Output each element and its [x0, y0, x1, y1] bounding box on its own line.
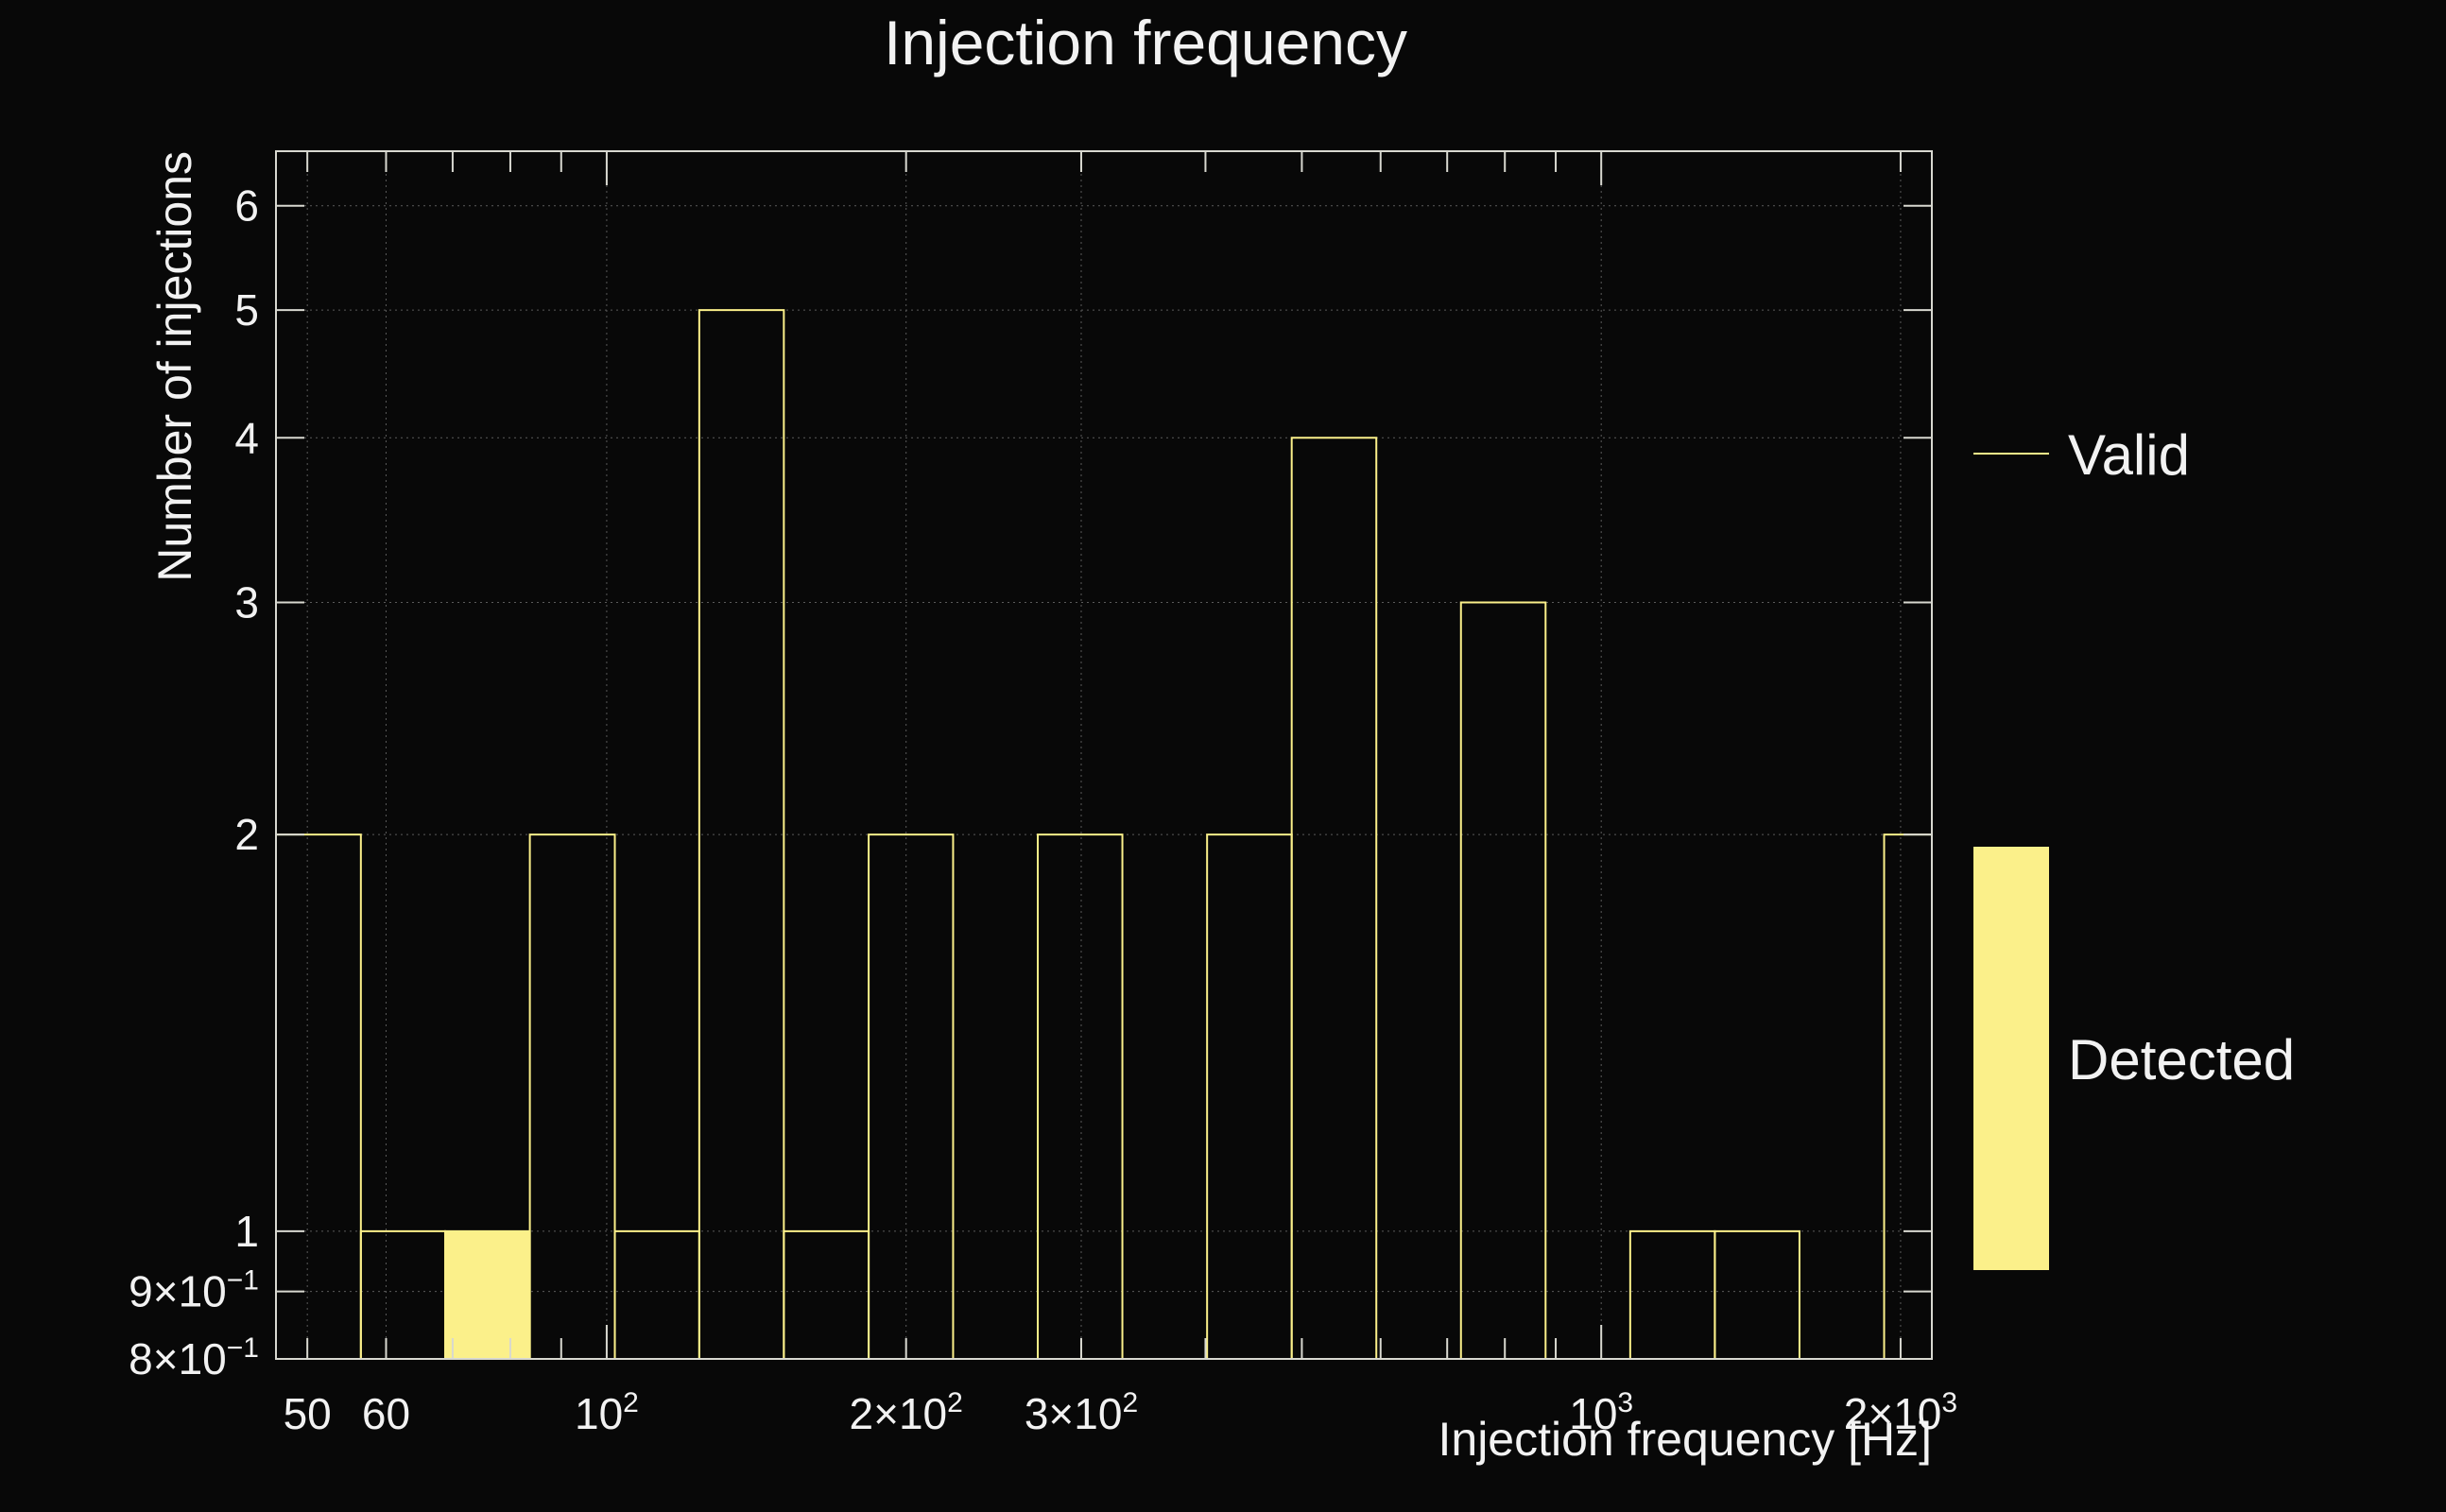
y-tick-label: 2	[234, 810, 259, 859]
detected-bin	[445, 1230, 530, 1359]
x-tick-label: 2×103	[1844, 1387, 1957, 1438]
y-tick-label: 6	[234, 181, 259, 231]
valid-bin	[1459, 601, 1547, 1359]
valid-bin	[1714, 1229, 1800, 1359]
y-tick-label: 3	[234, 578, 259, 627]
legend-detected-label: Detected	[2068, 1028, 2295, 1091]
y-tick-labels: 8×10−1 9×10−1 1 2 3 4 5 6	[129, 181, 259, 1383]
x-tick-label: 50	[284, 1389, 332, 1438]
chart-title: Injection frequency	[884, 8, 1407, 77]
legend-detected-swatch	[1973, 847, 2049, 1270]
y-tick-label: 8×10−1	[129, 1332, 259, 1383]
histogram-bins	[275, 309, 1933, 1359]
x-tick-labels: 50 60 102 2×102 3×102 103 2×103	[284, 1387, 1958, 1438]
x-tick-label: 102	[575, 1387, 639, 1438]
y-tick-label: 1	[234, 1207, 259, 1256]
valid-bin	[1290, 437, 1378, 1359]
legend: Valid Detected	[1973, 423, 2295, 1270]
x-tick-label: 60	[362, 1389, 410, 1438]
legend-valid-label: Valid	[2068, 423, 2190, 487]
x-axis-label: Injection frequency [Hz]	[1438, 1413, 1933, 1466]
valid-bin	[528, 833, 616, 1359]
y-axis-label: Number of injections	[148, 151, 201, 582]
axis-ticks	[276, 151, 1932, 1360]
y-tick-label: 9×10−1	[129, 1265, 259, 1316]
y-tick-label: 5	[234, 285, 259, 335]
valid-bin	[1037, 833, 1124, 1359]
valid-bin	[698, 309, 785, 1359]
x-tick-label: 103	[1569, 1387, 1633, 1438]
y-tick-label: 4	[234, 413, 259, 462]
plot-frame	[275, 150, 1933, 1360]
x-tick-label: 3×102	[1025, 1387, 1138, 1438]
x-tick-label: 2×102	[850, 1387, 963, 1438]
valid-bin	[868, 833, 955, 1359]
